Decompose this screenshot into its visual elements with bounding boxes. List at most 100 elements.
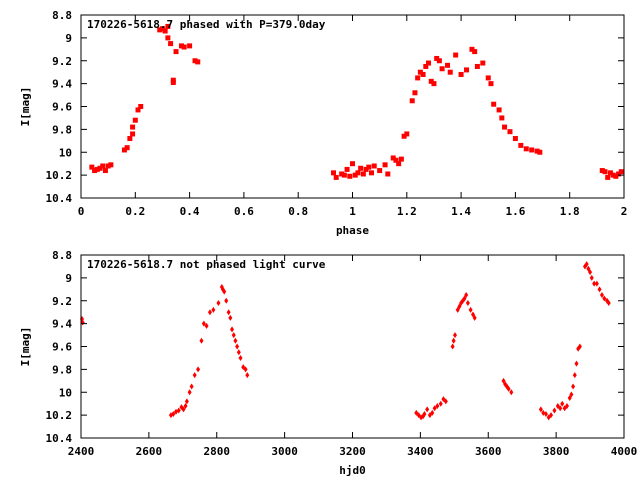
phased-data-point: [377, 168, 383, 174]
unphased-axis-ticks: [80, 254, 625, 439]
phased-y-tick-label: 8.8: [52, 9, 72, 22]
phased-x-tick-label: 0.8: [288, 205, 308, 218]
unphased-data-point: [506, 385, 511, 392]
unphased-data-point: [201, 320, 206, 327]
phased-data-point: [344, 166, 350, 172]
phased-y-tick-label: 9.2: [52, 55, 72, 68]
unphased-data-point: [192, 372, 197, 379]
unphased-x-axis-label: hjd0: [339, 464, 366, 477]
unphased-data-points: [80, 261, 611, 421]
unphased-y-tick-label: 8.8: [52, 249, 72, 262]
unphased-data-point: [509, 389, 514, 396]
phased-axis-ticks: [80, 14, 625, 199]
unphased-data-point: [189, 383, 194, 390]
unphased-x-tick-label: 3200: [339, 445, 366, 458]
phased-data-point: [496, 107, 502, 113]
unphased-data-point: [183, 402, 188, 409]
phased-data-point: [469, 46, 475, 52]
unphased-data-point: [450, 343, 455, 350]
phased-x-tick-labels: 0 0.2 0.4 0.6 0.8 1 1.2 1.4 1.6 1.8 2: [78, 205, 628, 218]
phased-data-point: [135, 107, 141, 113]
phased-data-point: [426, 60, 432, 66]
phased-x-tick-label: 2: [621, 205, 628, 218]
unphased-data-point: [228, 314, 233, 321]
phased-x-tick-label: 0: [78, 205, 85, 218]
unphased-data-point: [597, 286, 602, 293]
unphased-x-tick-label: 3800: [543, 445, 570, 458]
phased-plot-frame: [80, 14, 625, 199]
unphased-data-point: [451, 337, 456, 344]
phased-data-point: [105, 163, 111, 169]
phased-data-point: [537, 149, 543, 155]
unphased-y-tick-labels: 8.8 9 9.2 9.4 9.6 9.8 10 10.2 10.4: [46, 249, 73, 445]
phased-data-point: [396, 161, 402, 167]
unphased-data-point: [226, 309, 231, 316]
phased-data-point: [92, 168, 98, 174]
phased-data-point: [445, 62, 451, 68]
unphased-data-point: [211, 306, 216, 313]
phased-data-point: [523, 146, 529, 152]
phased-data-point: [436, 58, 442, 64]
phased-data-point: [412, 90, 418, 96]
unphased-data-point: [435, 402, 440, 409]
phased-data-point: [458, 71, 464, 77]
unphased-x-tick-label: 3600: [475, 445, 502, 458]
phased-data-point: [453, 52, 459, 58]
unphased-y-axis-label: I[mag]: [19, 327, 32, 367]
phased-data-point: [94, 166, 100, 172]
phased-data-point: [352, 172, 358, 178]
phased-y-tick-label: 9.6: [52, 101, 72, 114]
unphased-data-point: [558, 405, 563, 412]
phased-data-point: [330, 170, 336, 176]
unphased-data-point: [592, 280, 597, 287]
unphased-data-point: [187, 389, 192, 396]
unphased-data-point: [222, 288, 227, 295]
unphased-y-tick-label: 10: [59, 386, 72, 399]
phased-data-point: [602, 169, 608, 175]
unphased-plot-title: 170226-5618.7 not phased light curve: [87, 258, 326, 271]
phased-data-point: [170, 79, 176, 85]
unphased-data-point: [594, 280, 599, 287]
unphased-data-point: [472, 314, 477, 321]
phased-data-point: [599, 168, 605, 174]
phased-data-point: [333, 174, 339, 180]
unphased-data-point: [199, 337, 204, 344]
phased-data-point: [339, 171, 345, 177]
phased-data-point: [341, 172, 347, 178]
phased-data-point: [97, 165, 103, 171]
phased-data-point: [168, 41, 174, 47]
phased-data-point: [499, 115, 505, 121]
unphased-y-tick-label: 9.6: [52, 341, 72, 354]
phased-data-point: [613, 173, 619, 179]
phased-data-point: [130, 124, 136, 130]
phased-y-tick-labels: 8.8 9 9.2 9.4 9.6 9.8 10 10.2 10.4: [46, 9, 73, 205]
unphased-data-point: [468, 306, 473, 313]
unphased-data-point: [552, 407, 557, 414]
phased-y-tick-label: 9.8: [52, 123, 72, 136]
unphased-x-tick-label: 4000: [611, 445, 638, 458]
unphased-x-tick-label: 3000: [271, 445, 298, 458]
unphased-data-point: [196, 366, 201, 373]
phased-data-point: [165, 35, 171, 41]
phased-data-point: [371, 163, 377, 169]
phased-data-point: [409, 98, 415, 104]
phased-data-point: [518, 142, 524, 148]
phased-data-point: [89, 164, 95, 170]
unphased-data-point: [207, 309, 212, 316]
unphased-data-point: [432, 405, 437, 412]
unphased-data-point: [224, 297, 229, 304]
unphased-data-point: [572, 372, 577, 379]
phased-y-tick-label: 9.4: [52, 78, 72, 91]
phased-data-point: [159, 26, 165, 32]
unphased-x-tick-label: 2400: [68, 445, 95, 458]
phased-data-point: [157, 27, 163, 33]
unphased-data-point: [569, 391, 574, 398]
phased-data-point: [130, 131, 136, 137]
unphased-data-point: [204, 322, 209, 329]
unphased-data-point: [543, 410, 548, 417]
phased-data-point: [491, 101, 497, 107]
phased-data-point: [121, 147, 127, 153]
phased-data-point: [534, 148, 540, 154]
phased-data-point: [350, 161, 355, 167]
